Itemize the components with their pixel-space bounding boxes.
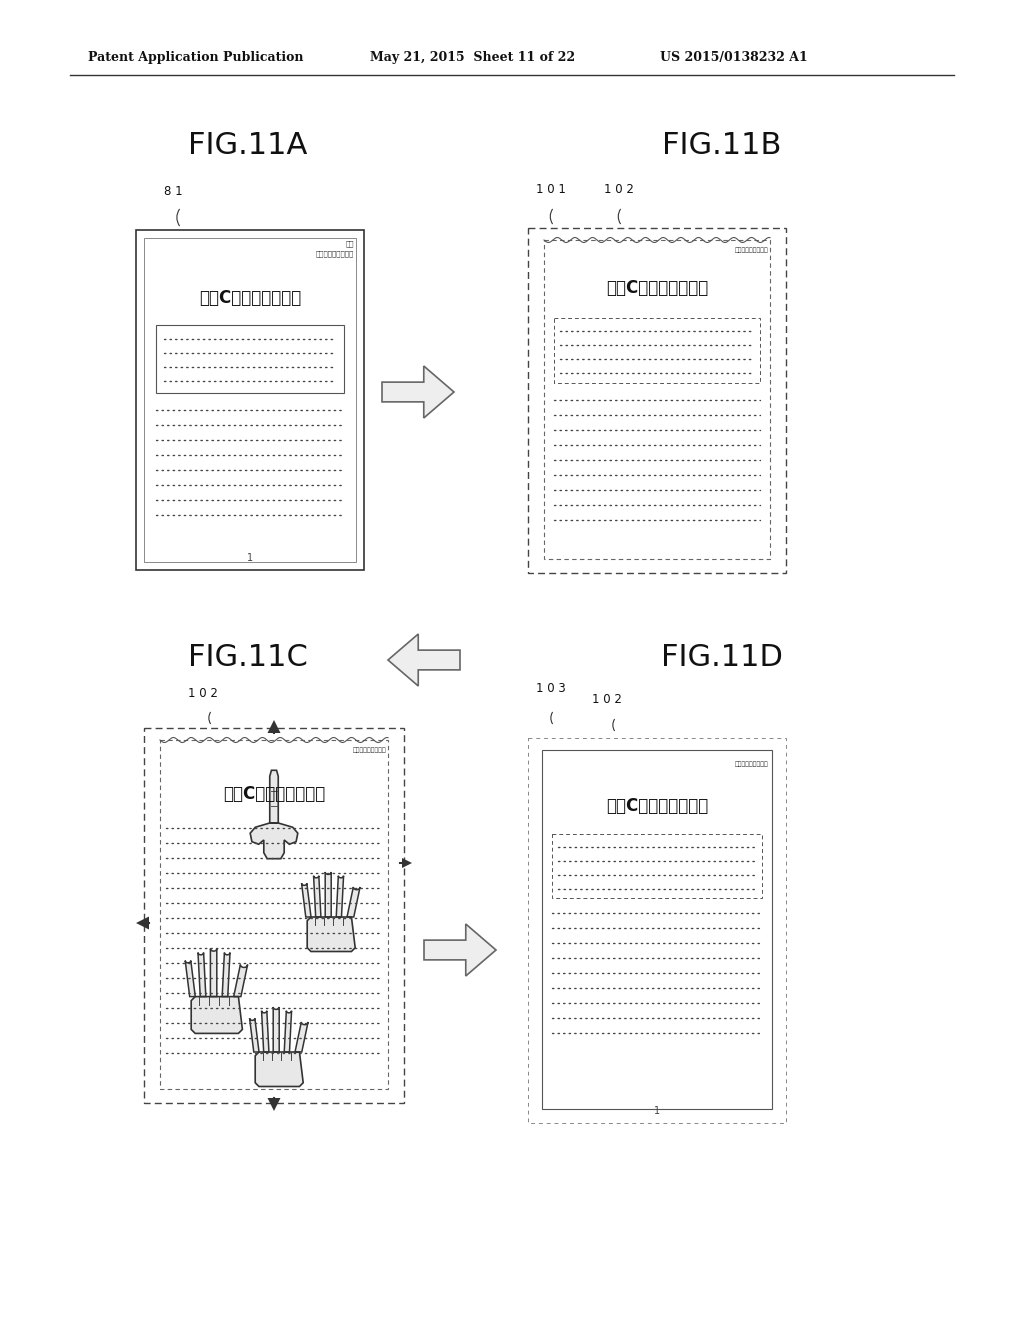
Polygon shape [250,1018,259,1052]
Bar [144,729,404,1104]
Polygon shape [267,1098,281,1111]
Text: Patent Application Publication: Patent Application Publication [88,51,303,65]
Text: システム制御開発部: システム制御開発部 [734,247,768,253]
Polygon shape [267,719,281,733]
Bar [528,738,786,1123]
Bar [552,834,762,898]
Polygon shape [347,887,360,917]
Polygon shape [326,873,331,917]
Polygon shape [313,875,321,917]
Bar [136,230,364,570]
Polygon shape [402,858,412,869]
Bar [544,240,770,558]
Text: 1 0 2: 1 0 2 [604,183,634,195]
Polygon shape [222,953,230,997]
Text: 1 0 2: 1 0 2 [188,686,218,700]
Polygon shape [307,917,355,952]
Text: 開發C１次検討報告書: 開發C１次検討報告書 [223,785,326,803]
Polygon shape [191,997,243,1034]
Text: 1 0 1: 1 0 1 [536,183,566,195]
Polygon shape [255,1052,303,1086]
Text: FIG.11D: FIG.11D [662,643,783,672]
Text: 開發C１次検討報告書: 開發C１次検討報告書 [606,279,709,297]
Polygon shape [136,916,150,929]
Text: システム制御開発部: システム制御開発部 [315,251,354,257]
Polygon shape [382,366,454,418]
Polygon shape [233,965,248,997]
Text: 書類: 書類 [345,240,354,247]
Polygon shape [273,1007,280,1052]
Bar [144,238,356,562]
Text: システム制御開発部: システム制御開発部 [352,747,386,752]
Text: システム制御開発部: システム制御開発部 [734,762,768,767]
Text: 1 0 2: 1 0 2 [592,693,622,706]
Bar [542,750,772,1109]
Text: FIG.11A: FIG.11A [188,131,307,160]
Bar [160,741,388,1089]
Polygon shape [302,883,311,917]
Polygon shape [250,771,298,859]
Polygon shape [198,953,206,997]
Polygon shape [261,1011,269,1052]
Text: FIG.11C: FIG.11C [188,643,308,672]
Polygon shape [295,1022,308,1052]
Text: FIG.11B: FIG.11B [663,131,781,160]
Polygon shape [388,634,460,686]
Polygon shape [185,961,196,997]
Text: 開發C１次検討報告書: 開發C１次検討報告書 [199,289,301,308]
Text: 1: 1 [654,1106,660,1115]
Polygon shape [424,924,496,975]
Bar [554,318,760,383]
Bar [156,325,344,393]
Polygon shape [336,875,344,917]
Text: 開發C１次検討報告書: 開發C１次検討報告書 [606,797,709,814]
Bar [528,228,786,573]
Text: May 21, 2015  Sheet 11 of 22: May 21, 2015 Sheet 11 of 22 [370,51,575,65]
Text: US 2015/0138232 A1: US 2015/0138232 A1 [660,51,808,65]
Text: 1 0 3: 1 0 3 [536,682,565,696]
Text: 8 1: 8 1 [164,185,182,198]
Text: 1: 1 [247,553,253,564]
Polygon shape [285,1011,292,1052]
Polygon shape [210,949,217,997]
